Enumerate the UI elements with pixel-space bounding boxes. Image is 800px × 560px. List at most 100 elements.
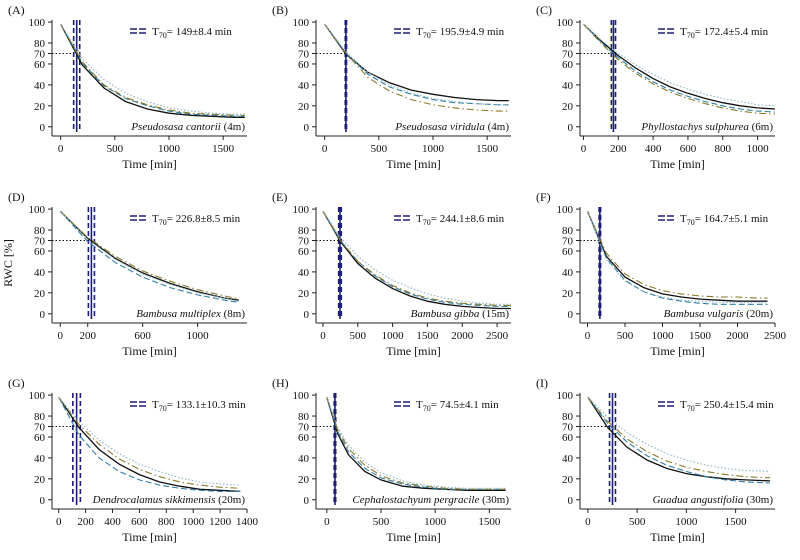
x-tick-label: 200 bbox=[77, 516, 94, 528]
y-tick-label: 20 bbox=[298, 474, 310, 486]
y-tick-label: 20 bbox=[562, 288, 574, 300]
species-name: Pseudosasa cantorii bbox=[130, 121, 221, 133]
x-tick-label: 0 bbox=[56, 516, 62, 528]
t70-subscript: 70 bbox=[159, 404, 167, 413]
x-tick-label: 2500 bbox=[486, 330, 509, 342]
t70-subscript: 70 bbox=[687, 218, 695, 227]
y-tick-label: 40 bbox=[298, 267, 310, 279]
series-line-dashed bbox=[587, 396, 771, 484]
x-tick-label: 0 bbox=[320, 330, 326, 342]
t70-equals: = bbox=[695, 213, 704, 225]
t70-error: 8.6 bbox=[471, 213, 485, 225]
x-axis-label: Time [min] bbox=[650, 344, 705, 358]
x-tick-label: 1500 bbox=[689, 330, 712, 342]
t70-subscript: 70 bbox=[423, 404, 431, 413]
y-tick-label: 100 bbox=[293, 204, 310, 216]
y-tick-label: 100 bbox=[29, 204, 46, 216]
x-tick-label: 500 bbox=[350, 330, 367, 342]
x-tick-label: 200 bbox=[79, 330, 96, 342]
t70-error: 15.4 bbox=[735, 399, 755, 411]
t70-symbol: T bbox=[680, 399, 687, 411]
t70-plusminus: ± bbox=[200, 213, 206, 225]
y-tick-label: 20 bbox=[34, 288, 46, 300]
y-tick-label: 70 bbox=[298, 421, 310, 433]
t70-plusminus: ± bbox=[192, 26, 198, 38]
t70-equals: = bbox=[167, 399, 176, 411]
y-tick-label: 20 bbox=[34, 101, 46, 113]
t70-symbol: T bbox=[152, 399, 159, 411]
series-line-solid bbox=[326, 397, 506, 491]
y-tick-label: 80 bbox=[562, 38, 574, 50]
t70-unit: min bbox=[748, 213, 768, 225]
series-line-dotted bbox=[586, 210, 768, 303]
species-name: Phyllostachys sulphurea bbox=[640, 121, 749, 133]
x-tick-label: 1500 bbox=[416, 330, 439, 342]
y-tick-label: 80 bbox=[298, 38, 310, 50]
t70-value: 172.4 bbox=[704, 26, 729, 38]
t70-value: 133.1 bbox=[176, 399, 201, 411]
y-tick-label: 60 bbox=[562, 59, 574, 71]
t70-error: 8.4 bbox=[198, 26, 212, 38]
t70-subscript: 70 bbox=[687, 31, 695, 40]
y-tick-label: 100 bbox=[557, 204, 574, 216]
y-tick-label: 60 bbox=[298, 59, 310, 71]
t70-symbol: T bbox=[416, 399, 423, 411]
y-tick-label: 40 bbox=[298, 80, 310, 92]
y-tick-label: 100 bbox=[293, 390, 310, 402]
x-tick-label: 500 bbox=[107, 143, 124, 155]
x-tick-label: 500 bbox=[629, 516, 646, 528]
y-tick-label: 40 bbox=[34, 267, 46, 279]
y-tick-label: 40 bbox=[562, 267, 574, 279]
x-tick-label: 1000 bbox=[187, 330, 210, 342]
y-tick-label: 100 bbox=[29, 390, 46, 402]
t70-unit: min bbox=[484, 26, 504, 38]
t70-symbol: T bbox=[680, 213, 687, 225]
x-tick-label: 0 bbox=[322, 143, 328, 155]
species-height: (8m) bbox=[221, 308, 245, 320]
species-height: (15m) bbox=[479, 308, 509, 320]
series-line-dashdot bbox=[586, 210, 768, 299]
t70-annotation: T70= 74.5±4.1 min bbox=[416, 399, 499, 413]
t70-plusminus: ± bbox=[459, 399, 465, 411]
t70-annotation: T70= 244.1±8.6 min bbox=[416, 213, 505, 227]
y-tick-label: 70 bbox=[34, 235, 46, 247]
y-tick-label: 80 bbox=[34, 38, 46, 50]
x-axis-label: Time [min] bbox=[122, 530, 177, 544]
y-axis-label: RWC [%] bbox=[1, 239, 15, 287]
x-tick-label: 2500 bbox=[764, 330, 787, 342]
series-line-dashed bbox=[60, 23, 245, 117]
series-line-solid bbox=[60, 23, 245, 118]
species-name: Dendrocalamus sikkimensis bbox=[92, 494, 216, 506]
x-tick-label: 0 bbox=[57, 330, 63, 342]
t70-plusminus: ± bbox=[728, 213, 734, 225]
t70-annotation: T70= 164.7±5.1 min bbox=[680, 213, 769, 227]
y-tick-label: 0 bbox=[568, 309, 574, 321]
series-line-solid bbox=[583, 23, 776, 110]
y-tick-label: 0 bbox=[40, 122, 46, 134]
t70-subscript: 70 bbox=[159, 218, 167, 227]
series-line-dashed bbox=[58, 396, 241, 492]
series-line-dotted bbox=[322, 210, 511, 305]
y-tick-label: 0 bbox=[304, 495, 310, 507]
y-tick-label: 20 bbox=[562, 101, 574, 113]
species-label: Bambusa vulgaris (20m) bbox=[664, 308, 774, 320]
x-tick-label: 800 bbox=[158, 516, 175, 528]
y-tick-label: 60 bbox=[34, 432, 46, 444]
y-tick-label: 80 bbox=[34, 225, 46, 237]
species-height: (30m) bbox=[479, 494, 509, 506]
y-tick-label: 60 bbox=[298, 432, 310, 444]
t70-equals: = bbox=[167, 26, 176, 38]
species-height: (30m) bbox=[743, 494, 773, 506]
x-tick-label: 2000 bbox=[451, 330, 474, 342]
x-tick-label: 1000 bbox=[424, 516, 447, 528]
t70-value: 164.7 bbox=[704, 213, 729, 225]
panel-letter: (A) bbox=[8, 3, 25, 17]
species-label: Phyllostachys sulphurea (6m) bbox=[640, 121, 773, 133]
species-name: Bambusa multiplex bbox=[136, 308, 221, 320]
series-line-dashed bbox=[586, 210, 768, 305]
series-line-dotted bbox=[326, 397, 506, 489]
series-line-dashed bbox=[326, 397, 506, 490]
